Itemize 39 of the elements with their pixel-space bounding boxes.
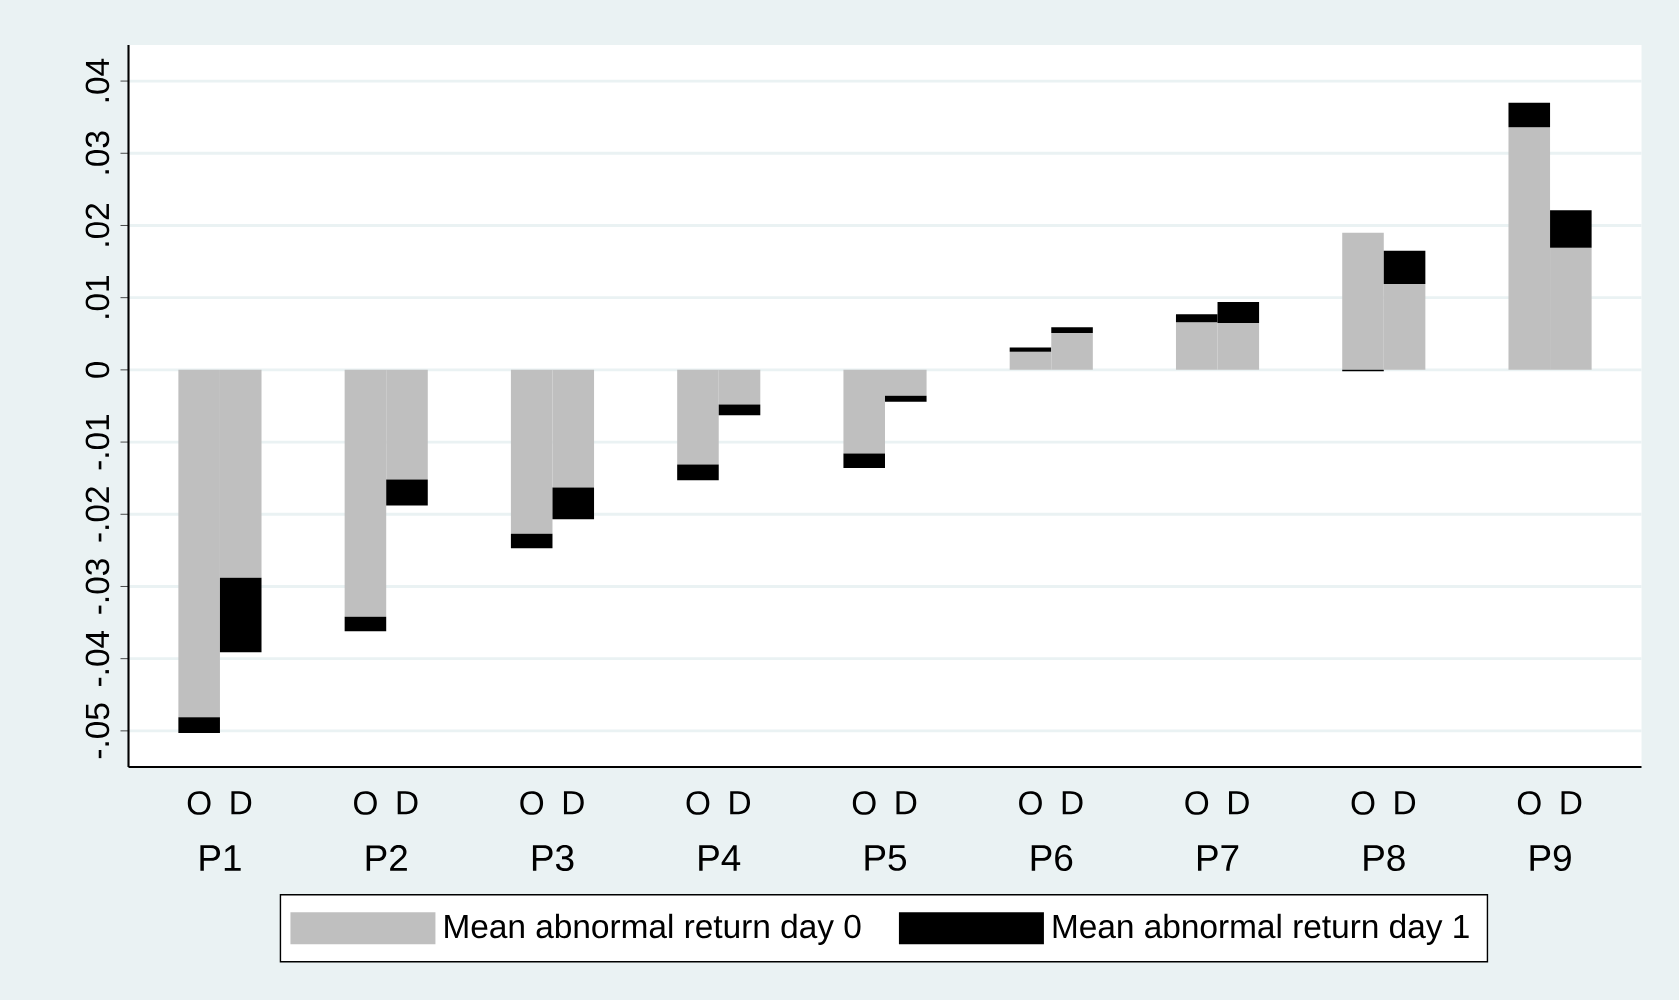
x-tick-label: D bbox=[1561, 791, 1582, 815]
x-tick-label: O bbox=[1517, 791, 1541, 815]
x-tick-label: O bbox=[852, 791, 876, 815]
x-tick-label: O bbox=[1185, 791, 1209, 815]
y-tick-label: .02 bbox=[85, 203, 110, 246]
x-tick-label: D bbox=[1395, 791, 1416, 815]
x-tick-label: O bbox=[187, 791, 211, 815]
text: P5 bbox=[865, 845, 907, 871]
y-tick-label: -.02 bbox=[85, 487, 110, 542]
y-tick-label: .03 bbox=[85, 131, 110, 174]
x-tick-label: D bbox=[1229, 791, 1249, 815]
text: P9 bbox=[1530, 844, 1571, 872]
x-tick-label: D bbox=[231, 791, 252, 815]
x-tick-label: O bbox=[354, 791, 377, 815]
legend-label: Mean abnormal return day 0 bbox=[445, 913, 861, 945]
text: P8 bbox=[1364, 844, 1405, 872]
text: P6 bbox=[1031, 844, 1073, 872]
text: P7 bbox=[1197, 845, 1239, 871]
x-tick-label: D bbox=[1062, 791, 1083, 815]
y-tick-label: .04 bbox=[85, 58, 110, 102]
x-tick-label: D bbox=[730, 791, 751, 815]
text: P2 bbox=[366, 845, 407, 871]
y-tick-label: -.01 bbox=[85, 414, 110, 470]
x-tick-label: D bbox=[397, 791, 418, 815]
y-tick-label: -.04 bbox=[85, 630, 110, 686]
y-tick-label: -.03 bbox=[85, 559, 110, 614]
y-tick-label: -.05 bbox=[85, 703, 110, 759]
x-tick-label: D bbox=[563, 791, 584, 815]
legend-label: Mean abnormal return day 1 bbox=[1053, 913, 1469, 945]
x-tick-label: O bbox=[686, 791, 710, 815]
x-tick-label: O bbox=[1351, 791, 1375, 815]
x-tick-label: O bbox=[520, 791, 544, 815]
text: P4 bbox=[699, 845, 741, 871]
text: P1 bbox=[200, 845, 241, 871]
text: P3 bbox=[532, 844, 574, 872]
y-tick-label: .01 bbox=[85, 276, 110, 318]
y-tick-label: 0 bbox=[85, 361, 110, 378]
x-tick-label: D bbox=[896, 791, 917, 815]
x-tick-label: O bbox=[1019, 791, 1042, 815]
